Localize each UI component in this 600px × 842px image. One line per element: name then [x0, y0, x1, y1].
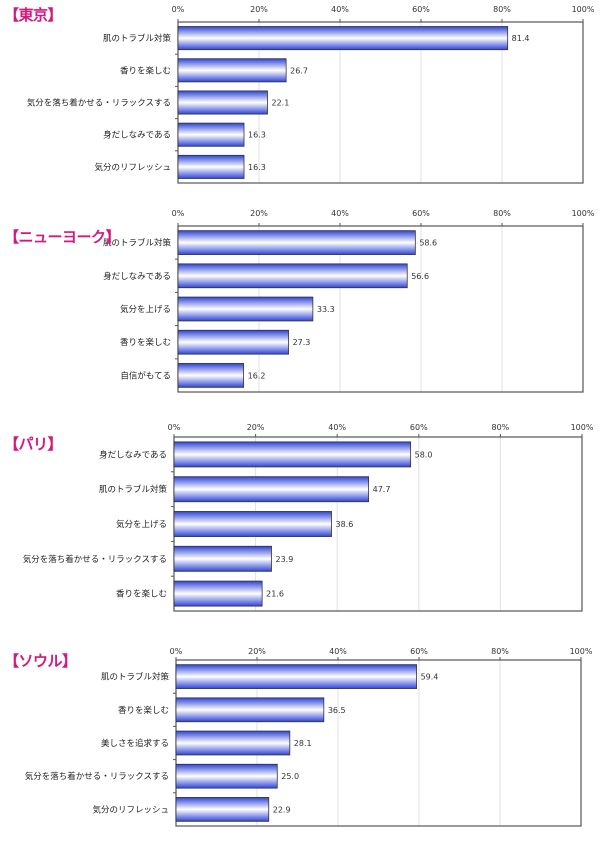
tick-label: 40% [329, 647, 347, 656]
category-label: 肌のトラブル対策 [99, 484, 168, 495]
tick-label: 20% [250, 5, 268, 14]
bar [173, 580, 263, 607]
tick-label: 100% [572, 5, 595, 14]
category-label: 肌のトラブル対策 [103, 238, 172, 249]
category-label: 香りを楽しむ [120, 337, 171, 348]
tick-label: 20% [248, 647, 266, 656]
category-label: 気分を上げる [116, 519, 167, 530]
bar [177, 58, 287, 83]
value-label: 36.5 [328, 706, 346, 715]
tick-label: 40% [331, 209, 349, 218]
tick-label: 60% [410, 423, 428, 432]
value-label: 81.4 [512, 34, 530, 43]
bar [175, 664, 417, 689]
bar [177, 263, 408, 289]
bar [175, 763, 278, 789]
bar [177, 90, 268, 115]
value-label: 27.3 [293, 338, 311, 347]
tick-label: 100% [570, 647, 593, 656]
chart-title: 【ソウル】 [4, 652, 77, 670]
bar [177, 154, 245, 179]
bar [177, 363, 245, 388]
value-label: 26.7 [290, 66, 308, 75]
value-label: 22.1 [272, 99, 290, 108]
bar [173, 441, 412, 468]
bar [173, 545, 272, 572]
category-label: 身だしなみである [103, 271, 171, 282]
value-label: 28.1 [294, 739, 312, 748]
chart-title: 【東京】 [4, 6, 63, 24]
tick-label: 60% [412, 5, 430, 14]
tick-label: 100% [571, 423, 594, 432]
tick-label: 0% [170, 647, 183, 656]
tick-label: 80% [491, 647, 509, 656]
bar [173, 476, 370, 503]
category-label: 香りを楽しむ [120, 65, 171, 76]
value-label: 23.9 [276, 555, 294, 564]
bar [177, 26, 509, 51]
category-label: 香りを楽しむ [118, 705, 169, 716]
tick-label: 20% [247, 423, 265, 432]
category-label: 気分のリフレッシュ [94, 162, 171, 173]
value-label: 58.6 [419, 239, 437, 248]
bar [175, 697, 325, 723]
bar [175, 797, 270, 822]
category-label: 気分を落ち着かせる・リラックスする [25, 771, 169, 782]
tick-label: 80% [492, 423, 510, 432]
category-label: 気分のリフレッシュ [92, 804, 169, 815]
bar [177, 296, 314, 322]
value-label: 22.9 [273, 805, 291, 814]
category-label: 肌のトラブル対策 [103, 33, 172, 44]
value-label: 47.7 [373, 485, 391, 494]
bar-chart: 0% 20% 40% 60% 80% 100% 58.0 身だしなみである 47.7 肌のトラブル… [23, 423, 594, 612]
bar [173, 511, 332, 537]
value-label: 33.3 [317, 305, 335, 314]
bar-chart: 0% 20% 40% 60% 80% 100% 59.4 肌のトラブル対策 36.5 香りを楽しむ… [25, 647, 593, 827]
tick-label: 80% [493, 5, 511, 14]
value-label: 25.0 [281, 772, 299, 781]
bar-chart: 0% 20% 40% 60% 80% 100% 81.4 肌のトラブル対策 26.7 香りを楽しむ… [27, 5, 595, 184]
bar [177, 122, 245, 147]
tick-label: 20% [250, 209, 268, 218]
category-label: 香りを楽しむ [116, 589, 167, 600]
bar [177, 230, 416, 255]
tick-label: 0% [168, 423, 181, 432]
value-label: 16.2 [248, 371, 266, 380]
value-label: 16.3 [248, 131, 266, 140]
category-label: 美しさを追求する [101, 738, 169, 749]
category-label: 肌のトラブル対策 [101, 672, 170, 683]
tick-label: 0% [172, 5, 185, 14]
bar [175, 730, 291, 756]
bar-chart: 0% 20% 40% 60% 80% 100% 58.6 肌のトラブル対策 56.6 身だしなみで… [103, 209, 595, 393]
tick-label: 0% [172, 209, 185, 218]
category-label: 気分を落ち着かせる・リラックスする [27, 98, 171, 109]
bar [177, 329, 289, 355]
value-label: 38.6 [335, 520, 353, 529]
value-label: 56.6 [411, 272, 429, 281]
chart-title: 【ニューヨーク】 [4, 228, 121, 246]
tick-label: 40% [328, 423, 346, 432]
category-label: 身だしなみである [103, 130, 171, 141]
value-label: 21.6 [266, 590, 284, 599]
category-label: 自信がもてる [120, 370, 171, 381]
value-label: 58.0 [415, 450, 433, 459]
tick-label: 60% [412, 209, 430, 218]
tick-label: 60% [410, 647, 428, 656]
category-label: 身だしなみである [99, 449, 167, 460]
tick-label: 100% [572, 209, 595, 218]
category-label: 気分を上げる [120, 304, 171, 315]
tick-label: 80% [493, 209, 511, 218]
tick-label: 40% [331, 5, 349, 14]
category-label: 気分を落ち着かせる・リラックスする [23, 554, 167, 565]
value-label: 59.4 [421, 673, 439, 682]
chart-title: 【パリ】 [4, 435, 63, 453]
value-label: 16.3 [248, 163, 266, 172]
